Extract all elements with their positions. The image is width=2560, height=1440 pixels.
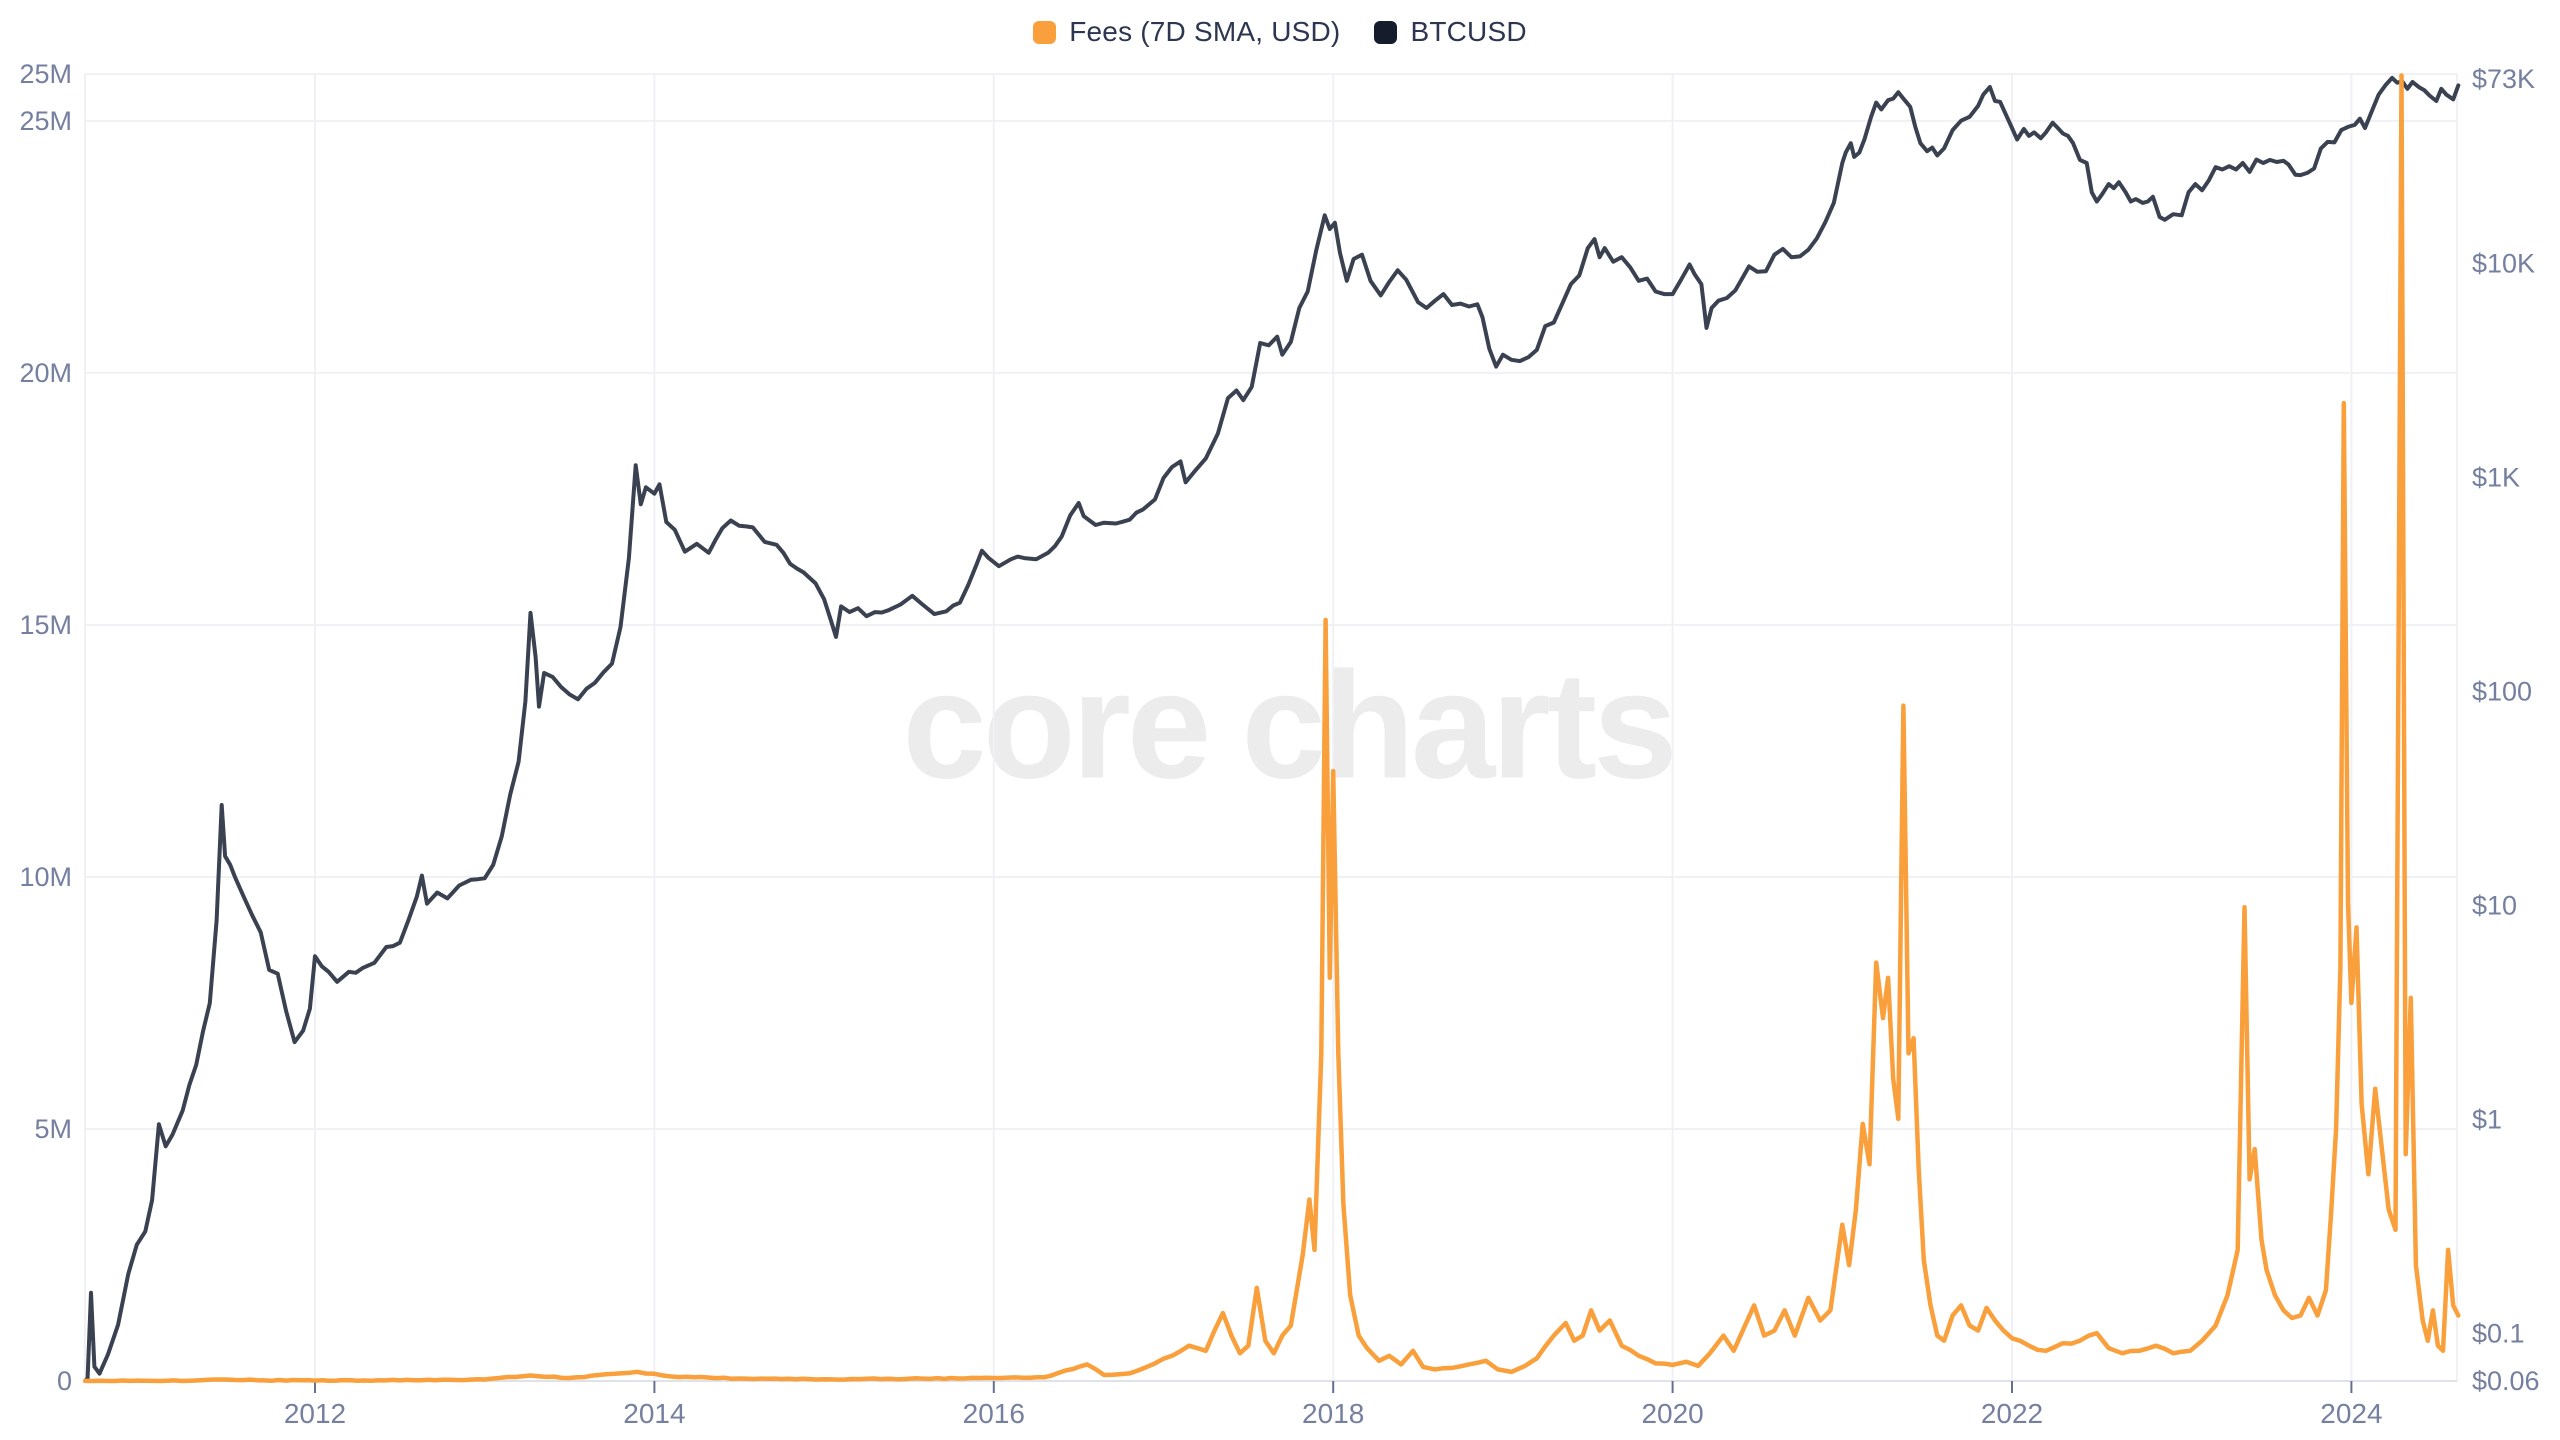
btcusd-series-swatch [1374, 20, 1398, 44]
left-axis-tick-label: 25M [19, 59, 72, 89]
x-axis-tick-label: 2014 [623, 1398, 685, 1429]
right-axis-tick-label: $1K [2472, 463, 2520, 493]
watermark-part2: charts [1241, 640, 1677, 811]
right-axis-tick-label: $73K [2472, 64, 2535, 94]
legend-item-btcusd[interactable]: BTCUSD [1374, 16, 1527, 48]
fees-series-swatch [1033, 20, 1057, 44]
right-axis-tick-label: $10 [2472, 891, 2517, 921]
btcusd-series-label: BTCUSD [1410, 16, 1527, 47]
left-axis-tick-label: 20M [19, 358, 72, 388]
left-axis-tick-label: 25M [19, 106, 72, 136]
x-axis-tick-label: 2016 [963, 1398, 1025, 1429]
x-axis-tick-label: 2020 [1641, 1398, 1703, 1429]
x-axis-tick-label: 2024 [2320, 1398, 2382, 1429]
right-axis-tick-label: $10K [2472, 249, 2535, 279]
btcusd-series-line[interactable] [83, 75, 2461, 1383]
x-axis-tick-label: 2022 [1981, 1398, 2043, 1429]
watermark: core charts [902, 639, 1677, 814]
left-axis-tick-label: 5M [34, 1114, 72, 1144]
chart-legend: Fees (7D SMA, USD) BTCUSD [0, 16, 2560, 48]
x-axis-tick-label: 2018 [1302, 1398, 1364, 1429]
left-axis-tick-label: 0 [57, 1366, 72, 1396]
left-axis-tick-label: 15M [19, 610, 72, 640]
right-axis-tick-label: $1 [2472, 1105, 2502, 1135]
left-axis-tick-label: 10M [19, 862, 72, 892]
fees-series-line[interactable] [82, 73, 2461, 1384]
right-axis-tick-label: $0.06 [2472, 1366, 2540, 1396]
right-axis-tick-label: $0.1 [2472, 1319, 2525, 1349]
watermark-part1: core [902, 640, 1211, 811]
x-axis-tick-label: 2012 [284, 1398, 346, 1429]
fees-series-label: Fees (7D SMA, USD) [1069, 16, 1341, 47]
legend-item-fees[interactable]: Fees (7D SMA, USD) [1033, 16, 1340, 48]
right-axis-tick-label: $100 [2472, 677, 2532, 707]
